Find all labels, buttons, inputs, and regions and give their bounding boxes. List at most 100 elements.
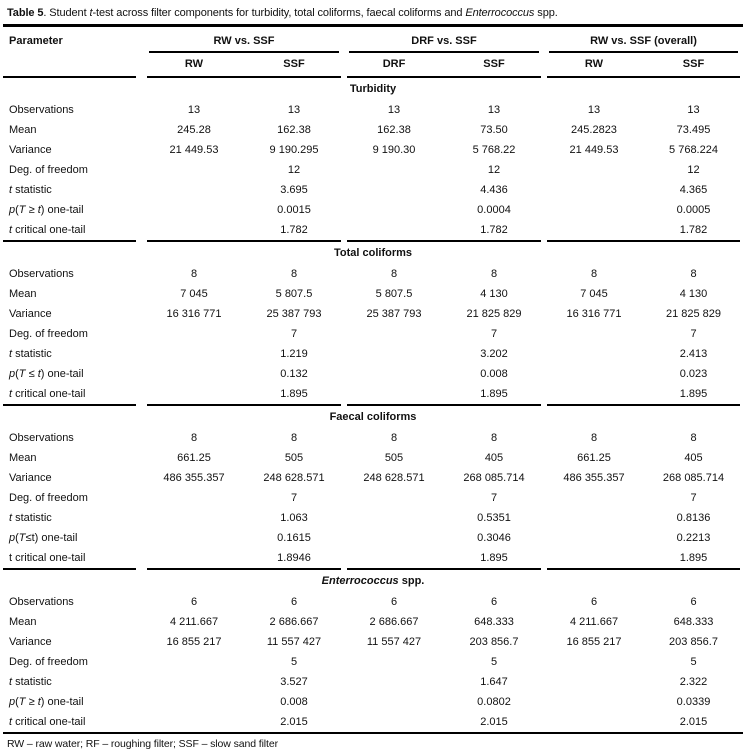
cell: 9 190.295 xyxy=(269,143,319,156)
cell xyxy=(544,692,644,712)
rule-segment xyxy=(3,76,136,78)
cell: 0.5351 xyxy=(477,511,511,524)
cell xyxy=(144,384,244,404)
cell: 405 xyxy=(484,451,504,464)
caption-label: Table 5 xyxy=(7,7,44,19)
cell: 16 316 771 xyxy=(166,307,222,320)
table-row: Observations 13 13 13 13 13 13 xyxy=(3,100,743,120)
cell: 1.895 xyxy=(280,387,308,400)
cell: 505 xyxy=(384,451,404,464)
section-title: Turbidity xyxy=(349,83,397,95)
cell: 0.3046 xyxy=(477,531,511,544)
cell xyxy=(544,508,644,528)
cell: 13 xyxy=(287,103,301,116)
cell xyxy=(544,160,644,180)
cell: 9 190.30 xyxy=(372,143,416,156)
cell: 6 xyxy=(390,595,398,608)
cell: 0.0004 xyxy=(477,203,511,216)
table-row: Deg. of freedom 7 7 7 xyxy=(3,488,743,508)
cell: 13 xyxy=(587,103,601,116)
cell: 12 xyxy=(487,163,501,176)
cell: 7 xyxy=(690,491,697,504)
section-rule xyxy=(3,568,743,571)
cell: 1.782 xyxy=(679,223,708,236)
cell: 0.0015 xyxy=(277,203,311,216)
rule-segment xyxy=(547,568,740,570)
cell: 5 807.5 xyxy=(275,287,313,300)
table-row: Observations 8 8 8 8 8 8 xyxy=(3,264,743,284)
cell: 0.008 xyxy=(280,695,308,708)
cell: 3.202 xyxy=(480,347,508,360)
cell: 0.0339 xyxy=(676,695,711,708)
subcol-header: RW xyxy=(184,57,204,70)
cell xyxy=(344,528,444,548)
cell: 0.0005 xyxy=(676,203,711,216)
row-label: Observations xyxy=(9,595,74,608)
cell: 0.2213 xyxy=(676,531,711,544)
table-row: p(T≤t) one-tail 0.1615 0.3046 0.2213 xyxy=(3,528,743,548)
cell xyxy=(144,652,244,672)
cell: 8 xyxy=(290,431,298,444)
cell xyxy=(144,160,244,180)
cell: 6 xyxy=(290,595,298,608)
cell: 1.895 xyxy=(679,551,708,564)
cell xyxy=(544,344,644,364)
cell xyxy=(544,712,644,733)
cell: 21 449.53 xyxy=(169,143,219,156)
group-header-row: Parameter RW vs. SSF DRF vs. SSF RW vs. SSF… xyxy=(3,26,743,53)
cell: 21 825 829 xyxy=(665,307,722,320)
cell xyxy=(344,692,444,712)
cell: 505 xyxy=(284,451,304,464)
cell: 245.28 xyxy=(177,123,211,136)
rule-segment xyxy=(547,76,740,78)
parameter-header: Parameter xyxy=(9,35,63,47)
cell: 162.38 xyxy=(277,123,311,136)
cell xyxy=(544,652,644,672)
cell: 405 xyxy=(684,451,703,464)
table-row: p(T ≥ t) one-tail 0.0015 0.0004 0.0005 xyxy=(3,200,743,220)
table-row: p(T ≥ t) one-tail 0.008 0.0802 0.0339 xyxy=(3,692,743,712)
cell: 3.695 xyxy=(280,183,308,196)
cell: 0.008 xyxy=(480,367,508,380)
cell xyxy=(144,692,244,712)
table-row: Variance 16 316 771 25 387 793 25 387 793 21… xyxy=(3,304,743,324)
ttest-table: Parameter RW vs. SSF DRF vs. SSF RW vs. SSF… xyxy=(3,24,743,734)
table-row: t statistic 1.063 0.5351 0.8136 xyxy=(3,508,743,528)
table-row: t critical one-tail 1.8946 1.895 1.895 xyxy=(3,548,743,568)
cell: 661.25 xyxy=(177,451,211,464)
cell: 0.0802 xyxy=(477,695,511,708)
cell xyxy=(544,180,644,200)
cell: 1.219 xyxy=(280,347,308,360)
cell: 7 xyxy=(490,491,498,504)
row-label: Observations xyxy=(9,431,74,444)
row-label: Observations xyxy=(9,103,74,116)
row-label: Mean xyxy=(9,123,37,136)
subcol-header-row: RW SSF DRF SSF RW SSF xyxy=(3,53,743,76)
cell: 7 xyxy=(690,327,697,340)
row-label: p(T≤t) one-tail xyxy=(9,531,78,544)
cell: 4 130 xyxy=(480,287,508,300)
section-title-row: Faecal coliforms xyxy=(3,407,743,428)
cell: 1.782 xyxy=(480,223,508,236)
cell: 486 355.357 xyxy=(163,471,225,484)
cell: 0.8136 xyxy=(676,511,711,524)
cell: 4.436 xyxy=(480,183,508,196)
cell xyxy=(144,344,244,364)
cell: 661.25 xyxy=(577,451,611,464)
cell: 25 387 793 xyxy=(266,307,322,320)
cell xyxy=(144,364,244,384)
cell xyxy=(344,548,444,568)
rule-segment xyxy=(3,404,136,406)
cell: 2.015 xyxy=(280,715,308,728)
cell xyxy=(344,488,444,508)
cell xyxy=(544,364,644,384)
cell: 8 xyxy=(490,431,498,444)
cell: 5 xyxy=(690,655,697,668)
table-row: t critical one-tail 1.782 1.782 1.782 xyxy=(3,220,743,240)
cell: 245.2823 xyxy=(571,123,617,136)
rule-segment xyxy=(3,568,136,570)
cell: 4 211.667 xyxy=(169,615,219,628)
cell: 11 557 427 xyxy=(266,635,322,648)
row-label: t critical one-tail xyxy=(9,551,86,564)
table-row: p(T ≤ t) one-tail 0.132 0.008 0.023 xyxy=(3,364,743,384)
